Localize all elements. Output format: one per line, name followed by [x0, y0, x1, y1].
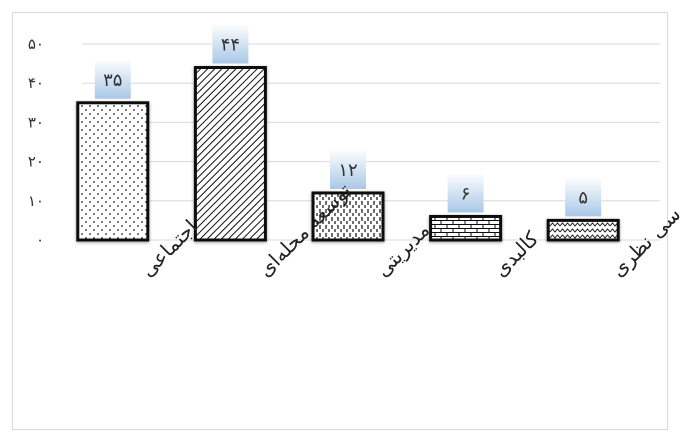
- data-label-box: [94, 58, 131, 99]
- bar: [193, 66, 267, 242]
- bar: [429, 214, 503, 242]
- y-tick-label: ۵۰: [28, 35, 44, 53]
- data-label-box: [447, 172, 484, 213]
- y-tick-label: ۱۰: [28, 192, 44, 210]
- data-label: ۳۵: [103, 70, 122, 91]
- data-label-box: [330, 148, 366, 189]
- y-axis-ticks: ۰ ۱۰ ۲۰ ۳۰ ۴۰ ۵۰: [28, 35, 44, 249]
- y-tick-label: ۰: [36, 231, 44, 249]
- bar: [546, 218, 620, 242]
- data-label-box: [565, 176, 602, 217]
- y-tick-label: ۳۰: [28, 113, 44, 131]
- y-tick-label: ۲۰: [28, 153, 44, 171]
- data-label: ۴۴: [221, 35, 240, 56]
- bar: [76, 101, 150, 242]
- data-label: ۱۲: [338, 160, 357, 181]
- bars: [76, 66, 620, 242]
- data-label: ۶: [461, 183, 471, 204]
- data-label-box: [212, 23, 249, 64]
- data-label: ۵: [578, 187, 588, 208]
- bar: [311, 191, 385, 242]
- data-labels: ۳۵ ۴۴ ۱۲ ۶ ۵: [94, 23, 602, 217]
- y-tick-label: ۴۰: [28, 74, 44, 92]
